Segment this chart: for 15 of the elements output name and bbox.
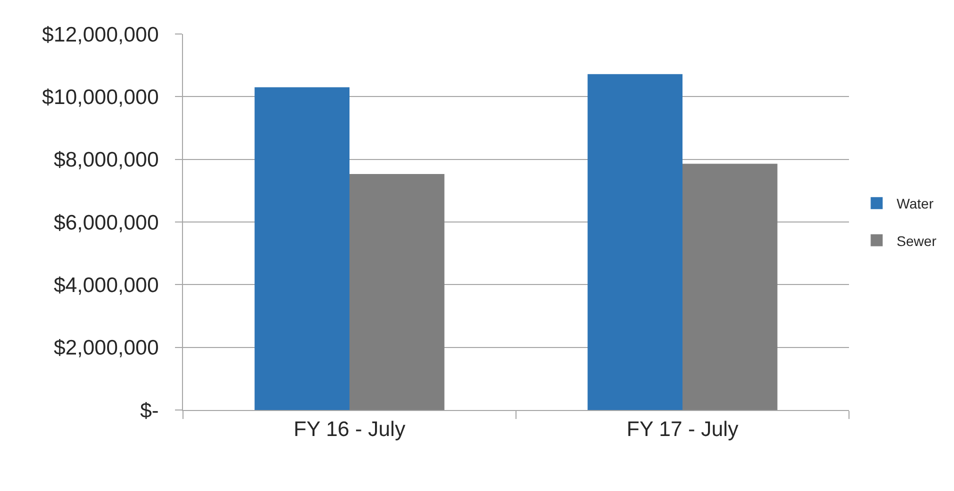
x-tick-label: FY 16 - July (294, 418, 406, 442)
y-tick-label: $10,000,000 (42, 86, 159, 110)
legend-label: Water (896, 196, 934, 212)
y-tick-label: $4,000,000 (54, 274, 159, 298)
y-tick-label: $- (140, 399, 159, 422)
y-tick-label: $8,000,000 (54, 148, 159, 172)
bar (682, 164, 778, 410)
y-tick-label: $6,000,000 (54, 211, 159, 234)
bar (588, 74, 682, 410)
y-tick-label: $2,000,000 (54, 336, 159, 360)
bar (350, 174, 444, 410)
bar (254, 87, 350, 410)
x-tick-label: FY 17 - July (626, 418, 739, 442)
y-tick-label: $12,000,000 (42, 23, 159, 46)
legend-label: Sewer (896, 232, 937, 249)
